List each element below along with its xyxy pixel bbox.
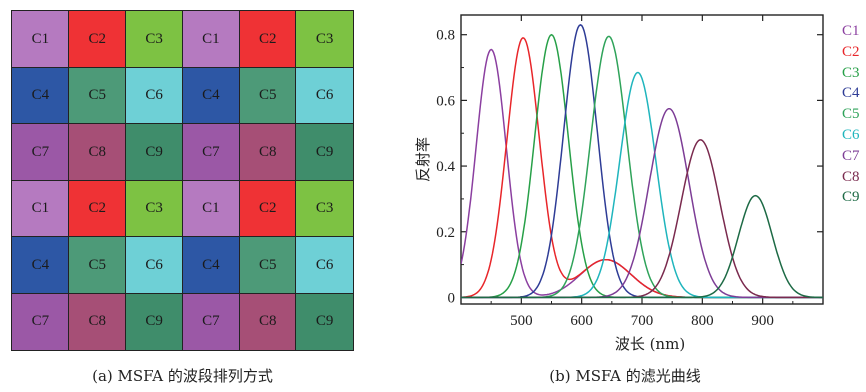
series-line-c1 [461,48,823,299]
msfa-caption: (a) MSFA 的波段排列方式 [92,367,273,385]
msfa-cell: C9 [295,292,354,351]
msfa-cell: C1 [181,179,241,238]
y-axis-label: 反射率 [414,137,432,182]
plot-frame [460,14,824,305]
chart-legend: C1 C2 C3 C4 C5 C6 C7 C8 C9 [842,21,860,208]
legend-entry-c4: C4 [842,85,860,102]
y-tick-label: 0.4 [436,159,455,175]
x-axis-label: 波长 (nm) [615,335,685,353]
y-tick-label: 0.2 [436,225,455,241]
msfa-cell: C6 [295,236,354,295]
legend-entry-c8: C8 [842,168,860,185]
x-tick-label: 900 [751,313,774,329]
msfa-cell: C3 [295,10,354,69]
msfa-cell: C8 [238,123,297,182]
series-line-c6 [461,71,823,299]
series-line-c9 [461,194,823,299]
msfa-cell: C9 [295,123,354,182]
msfa-cell: C4 [181,66,241,125]
y-tick-label: 0 [448,290,456,306]
x-tick-label: 600 [570,313,593,329]
msfa-cell: C5 [68,236,127,295]
msfa-cell: C1 [11,179,70,238]
x-tick-label: 500 [510,313,533,329]
x-tick-label: 700 [631,313,654,329]
series-line-c8 [461,139,823,299]
msfa-cell: C8 [68,123,127,182]
x-tick-label: 800 [691,313,714,329]
msfa-band-grid: C1 C2 C3 C1 C2 C3 C4 C5 C6 C4 C5 C6 C7 C8 C9 C7 C8 C9 C1 C2… [11,10,354,351]
legend-entry-c3: C3 [842,64,860,81]
legend-entry-c5: C5 [842,106,860,123]
msfa-cell: C2 [238,179,297,238]
legend-entry-c9: C9 [842,189,860,206]
series-line-c3 [461,33,823,299]
msfa-cell: C3 [124,10,184,69]
chart-caption: (b) MSFA 的滤光曲线 [549,367,701,385]
msfa-cell: C8 [238,292,297,351]
legend-entry-c7: C7 [842,147,860,164]
legend-entry-c1: C1 [842,23,860,39]
series-line-c5 [461,35,823,299]
msfa-cell: C6 [124,66,184,125]
legend-entry-c2: C2 [842,43,860,60]
msfa-cell: C7 [181,292,241,351]
msfa-cell: C4 [11,236,70,295]
legend-entry-c6: C6 [842,126,860,143]
y-tick-label: 0.8 [436,28,455,44]
msfa-cell: C7 [11,292,70,351]
y-tick-label: 0.6 [436,93,455,109]
msfa-cell: C3 [124,179,184,238]
msfa-cell: C4 [181,236,241,295]
